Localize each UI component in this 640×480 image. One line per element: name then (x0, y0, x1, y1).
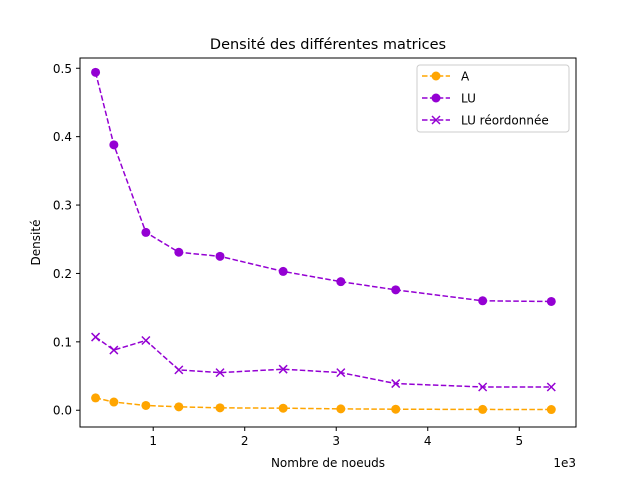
data-point (278, 266, 288, 276)
legend-frame (416, 64, 570, 133)
data-point (174, 247, 184, 257)
data-point (174, 402, 184, 412)
data-point-x-marker (215, 368, 225, 378)
series-2 (91, 332, 556, 392)
data-point-x-marker (109, 345, 119, 355)
data-point (478, 404, 488, 414)
x-marker-stroke (336, 368, 346, 378)
y-tick-label: 0.1 (53, 335, 72, 349)
legend-entry: A (422, 70, 470, 84)
data-point (546, 405, 556, 415)
x-marker-stroke (391, 379, 401, 389)
data-point (391, 285, 401, 295)
y-tick-label: 0.3 (53, 199, 72, 213)
data-point-x-marker (278, 364, 288, 374)
x-marker-stroke (91, 332, 101, 342)
data-point (546, 296, 556, 306)
data-point-x-marker (431, 115, 441, 125)
y-tick-label: 0.5 (53, 62, 72, 76)
legend-label: LU (461, 92, 476, 106)
x-axis-offset-text: 1e3 (553, 456, 576, 470)
data-point (91, 393, 101, 403)
data-point-x-marker (91, 332, 101, 342)
data-point (431, 71, 441, 81)
x-marker-stroke (215, 368, 225, 378)
x-marker-stroke (478, 382, 488, 392)
y-tick-label: 0.0 (53, 404, 72, 418)
x-tick-label: 3 (332, 434, 340, 448)
data-point (109, 140, 119, 150)
series-layer (91, 67, 556, 415)
x-marker-stroke (431, 115, 441, 125)
data-point-x-marker (546, 382, 556, 392)
data-point-x-marker (478, 382, 488, 392)
chart-title: Densité des différentes matrices (210, 37, 446, 53)
data-point (141, 400, 151, 410)
x-marker-stroke (109, 345, 119, 355)
data-point (141, 227, 151, 237)
x-tick-label: 2 (241, 434, 249, 448)
legend-entries: A LU LU réordonnée (422, 70, 549, 128)
x-tick-label: 1 (149, 434, 157, 448)
data-point-x-marker (391, 379, 401, 389)
data-point (336, 404, 346, 414)
series-line (94, 72, 552, 303)
data-point (278, 403, 288, 413)
data-point (391, 404, 401, 414)
x-tick-label: 4 (424, 434, 432, 448)
x-marker-stroke (278, 364, 288, 374)
data-point (109, 397, 119, 407)
legend-entry: LU (422, 92, 476, 106)
x-marker-stroke (141, 335, 151, 346)
x-marker-stroke (174, 365, 184, 375)
data-point (91, 67, 101, 77)
data-point-x-marker (336, 368, 346, 378)
data-point (215, 403, 225, 413)
data-point (215, 251, 225, 261)
series-line (95, 397, 552, 411)
legend-label: A (461, 70, 470, 84)
legend-label: LU réordonnée (461, 114, 549, 128)
data-point-x-marker (174, 365, 184, 375)
y-tick-label: 0.4 (53, 130, 72, 144)
y-axis-label: Densité (29, 220, 43, 266)
x-axis-label: Nombre de noeuds (271, 456, 385, 470)
x-marker-stroke (546, 382, 556, 392)
legend-entry: LU réordonnée (422, 114, 549, 128)
data-point (431, 93, 441, 103)
legend: A LU LU réordonnée (416, 64, 570, 133)
data-point (336, 277, 346, 287)
data-point-x-marker (141, 335, 151, 346)
x-tick-label: 5 (515, 434, 523, 448)
x-axis: 1 2 3 4 5 (149, 427, 523, 448)
series-0 (91, 393, 556, 415)
y-axis: 0.0 0.1 0.2 0.3 0.4 0.5 (53, 62, 80, 418)
series-1 (91, 67, 556, 306)
data-point (478, 296, 488, 306)
y-tick-label: 0.2 (53, 267, 72, 281)
